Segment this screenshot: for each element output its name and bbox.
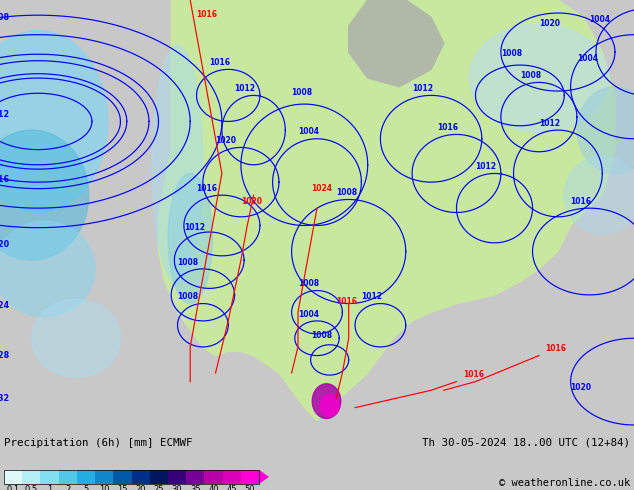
Ellipse shape [0,221,95,317]
Bar [223,470,241,484]
Text: 0.1: 0.1 [6,485,20,490]
Text: 40: 40 [208,485,219,490]
Text: 1008: 1008 [311,331,332,340]
Bar [4,470,259,484]
Text: 1008: 1008 [178,292,198,301]
Text: 1020: 1020 [571,383,592,392]
Ellipse shape [320,394,339,416]
Text: 1016: 1016 [0,175,10,184]
Text: 15: 15 [117,485,127,490]
Bar [41,470,58,484]
Bar [131,470,150,484]
Text: 1004: 1004 [577,54,598,63]
Text: Th 30-05-2024 18..00 UTC (12+84): Th 30-05-2024 18..00 UTC (12+84) [422,438,630,448]
Text: 35: 35 [190,485,200,490]
Bar [168,470,186,484]
Text: 1008: 1008 [336,188,357,197]
Text: 45: 45 [226,485,237,490]
Text: 1016: 1016 [571,197,592,206]
Bar [186,470,204,484]
Text: 1020: 1020 [539,19,560,28]
Text: 1008: 1008 [298,279,319,288]
Text: 1012: 1012 [539,119,560,128]
Ellipse shape [0,30,108,213]
Text: 1028: 1028 [0,351,10,360]
Text: 1016: 1016 [545,344,566,353]
Bar [22,470,41,484]
Text: 1020: 1020 [216,136,236,145]
Bar [95,470,113,484]
Text: 1012: 1012 [235,84,256,93]
Text: 1012: 1012 [476,162,496,171]
Text: 1012: 1012 [0,110,10,119]
Text: 25: 25 [153,485,164,490]
Polygon shape [158,0,615,420]
Ellipse shape [564,156,634,234]
Text: © weatheronline.co.uk: © weatheronline.co.uk [499,478,630,488]
Text: 1016: 1016 [209,58,230,67]
Bar [204,470,223,484]
Text: 1008: 1008 [501,49,522,58]
Ellipse shape [0,130,89,260]
Text: 1004: 1004 [298,310,319,318]
Ellipse shape [168,173,212,304]
Polygon shape [349,0,444,87]
Text: 1016: 1016 [197,184,217,193]
Ellipse shape [469,24,609,132]
Text: 1012: 1012 [412,84,433,93]
Polygon shape [259,470,269,484]
Bar [77,470,95,484]
Text: 1008: 1008 [0,13,10,22]
Ellipse shape [152,46,203,284]
Text: 50: 50 [245,485,255,490]
Text: 1004: 1004 [590,15,611,24]
Text: 0.5: 0.5 [25,485,38,490]
Text: 1016: 1016 [437,123,458,132]
Text: 10: 10 [99,485,110,490]
Text: 1020: 1020 [0,240,10,249]
Text: Precipitation (6h) [mm] ECMWF: Precipitation (6h) [mm] ECMWF [4,438,193,448]
Text: 1016: 1016 [197,10,217,19]
Bar [150,470,168,484]
Text: 1008: 1008 [520,71,541,80]
Text: 1016: 1016 [336,296,357,306]
Bar [58,470,77,484]
Text: 20: 20 [135,485,146,490]
Text: 1008: 1008 [292,88,313,98]
Text: 1016: 1016 [463,370,484,379]
Text: 2: 2 [65,485,70,490]
Text: 5: 5 [83,485,89,490]
Bar [113,470,131,484]
Text: 1020: 1020 [241,197,262,206]
Text: 1: 1 [47,485,52,490]
Bar [4,470,22,484]
Text: 1012: 1012 [361,292,382,301]
Text: 1008: 1008 [178,258,198,267]
Ellipse shape [32,299,120,377]
Text: 1012: 1012 [184,223,205,232]
Text: 1032: 1032 [0,394,10,403]
Text: 1024: 1024 [311,184,332,193]
Text: 30: 30 [172,485,183,490]
Ellipse shape [577,87,634,173]
Bar [241,470,259,484]
Text: 1004: 1004 [298,127,319,136]
Text: 1024: 1024 [0,301,10,310]
Ellipse shape [312,384,341,418]
